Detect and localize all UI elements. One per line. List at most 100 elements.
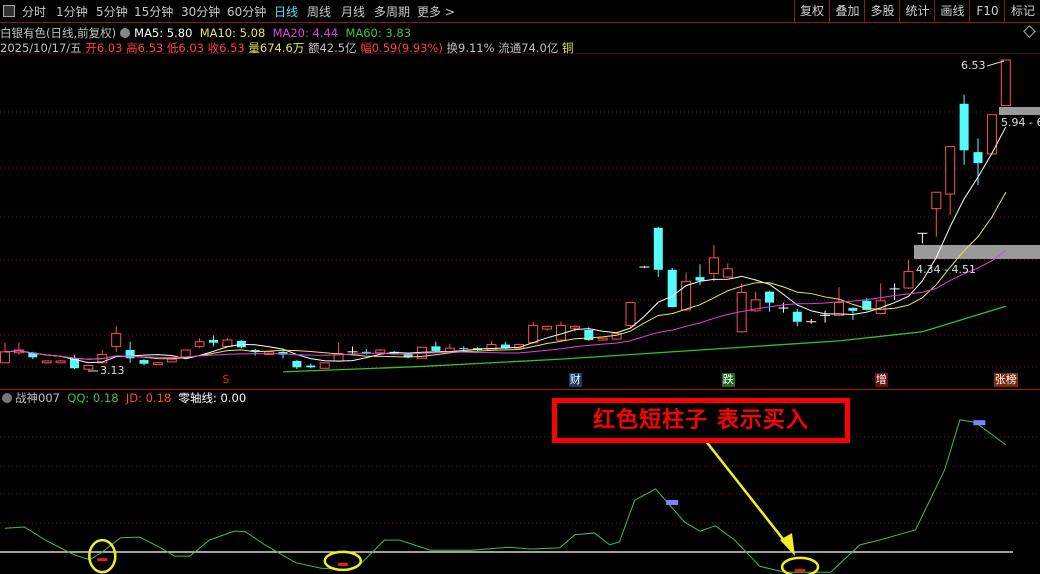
high-price-label: 6.53: [961, 59, 986, 72]
quote-line: 2025/10/17/五 开6.03 高6.53 低6.03 收6.53 量67…: [0, 40, 573, 56]
candle-up: [1000, 59, 1011, 107]
candle-up: [611, 333, 622, 340]
tab-15min[interactable]: 15分钟: [134, 5, 174, 19]
turnover: 换9.11%: [446, 41, 495, 55]
event-marker[interactable]: S: [221, 373, 231, 387]
candle-down: [695, 277, 705, 281]
candle-up: [152, 362, 163, 366]
candle-up: [708, 257, 719, 274]
candle-down: [250, 350, 260, 352]
candle-up: [542, 325, 553, 330]
candle-up: [486, 344, 497, 351]
candle-down: [500, 344, 510, 349]
date: 2025/10/17/五: [0, 41, 82, 55]
sell-mark: [973, 420, 986, 426]
candle-down: [765, 291, 774, 303]
dropdown-circle-icon[interactable]: [2, 393, 12, 403]
candle-up: [514, 344, 525, 349]
price-zone-upper: [999, 107, 1040, 115]
statistics-button[interactable]: 统计: [899, 0, 935, 22]
price-zone-lower: [914, 245, 1040, 259]
tab-weekly[interactable]: 周线: [307, 5, 332, 19]
candle-up: [528, 324, 539, 344]
candle-down: [667, 269, 677, 308]
tab-fenshi[interactable]: 分时: [22, 5, 47, 19]
candle-up: [722, 268, 733, 278]
tab-more[interactable]: 更多 >: [417, 5, 455, 19]
candle-up: [945, 146, 956, 195]
candle-down: [584, 329, 594, 340]
candle-up: [0, 351, 10, 364]
restore-rights-button[interactable]: 复权: [794, 0, 829, 22]
candle-up: [375, 349, 386, 354]
candle-down: [862, 300, 872, 310]
tab-5min[interactable]: 5分钟: [96, 5, 128, 19]
low: 低6.03: [166, 41, 204, 55]
buy-bar: [97, 558, 108, 562]
tab-daily[interactable]: 日线: [274, 5, 299, 19]
event-marker[interactable]: 财: [568, 373, 582, 387]
candle-down: [959, 103, 969, 151]
overlay-button[interactable]: 叠加: [829, 0, 865, 22]
sector[interactable]: 铜: [561, 41, 574, 55]
candle-up: [319, 362, 330, 369]
ma10-value: MA10: 5.08: [199, 26, 266, 40]
jd-value: JD: 0.18: [125, 391, 172, 405]
candle-down: [139, 360, 149, 364]
candle-up: [750, 299, 761, 312]
annotation-box: 红色短柱子 表示买入: [552, 398, 850, 443]
low-price-label: 3.13: [100, 364, 125, 377]
candle-down: [848, 308, 858, 311]
candle-down: [125, 350, 135, 359]
candle-up: [569, 325, 580, 329]
candle-up: [166, 358, 177, 363]
float-cap: 流通74.0亿: [498, 41, 559, 55]
dropdown-circle-icon[interactable]: [120, 28, 131, 38]
candle-down: [792, 311, 802, 322]
candle-up: [222, 339, 233, 347]
ma60-value: MA60: 3.83: [345, 26, 412, 40]
candle-up: [681, 281, 692, 311]
event-marker[interactable]: 张榜: [993, 373, 1018, 387]
candle-down: [28, 352, 38, 358]
change: 幅0.59(9.93%): [360, 41, 443, 55]
highlight-circle: [88, 538, 117, 574]
volume: 量674.6万: [248, 41, 305, 55]
indicator-header: 战神007 QQ: 0.18 JD: 0.18 零轴线: 0.00: [0, 390, 246, 406]
candle-up: [111, 333, 122, 347]
ma60-line: [282, 305, 1006, 373]
candle-up: [625, 302, 636, 326]
candle-up: [834, 302, 844, 316]
indicator-name[interactable]: 战神007: [15, 391, 60, 405]
candle-up: [83, 365, 94, 370]
candle-down: [653, 227, 663, 270]
event-marker[interactable]: 跌: [721, 373, 735, 387]
tab-30min[interactable]: 30分钟: [181, 5, 221, 19]
tab-monthly[interactable]: 月线: [341, 5, 366, 19]
draw-line-button[interactable]: 画线: [934, 0, 970, 22]
arrow-head-icon: [780, 533, 795, 556]
close: 收6.53: [207, 41, 245, 55]
mark-button[interactable]: 标记: [1004, 0, 1040, 22]
candle-down: [278, 351, 288, 355]
tab-multi-period[interactable]: 多周期: [374, 5, 411, 19]
ma5-line: [4, 126, 1007, 364]
ma20-value: MA20: 4.44: [272, 26, 339, 40]
window-icon[interactable]: [3, 5, 15, 17]
f10-button[interactable]: F10: [969, 0, 1005, 22]
lower-zone-label: 4.34 - 4.51: [916, 263, 976, 276]
event-marker[interactable]: 增: [874, 373, 888, 387]
candle-down: [459, 348, 469, 350]
multi-stock-button[interactable]: 多股: [864, 0, 900, 22]
tab-60min[interactable]: 60分钟: [227, 5, 267, 19]
candle-down: [209, 339, 218, 343]
tab-1min[interactable]: 1分钟: [56, 5, 88, 19]
ma5-value: MA5: 5.80: [134, 26, 193, 40]
ma20-line: [4, 249, 1007, 360]
candle-down: [292, 360, 302, 368]
upper-zone-label: 5.94 - 6: [1001, 116, 1040, 129]
highlight-circle: [780, 556, 820, 574]
zero-axis-value: 零轴线: 0.00: [178, 391, 247, 405]
ma-legend: 白银有色(日线,前复权) MA5: 5.80 MA10: 5.08 MA20: 4…: [0, 25, 411, 41]
